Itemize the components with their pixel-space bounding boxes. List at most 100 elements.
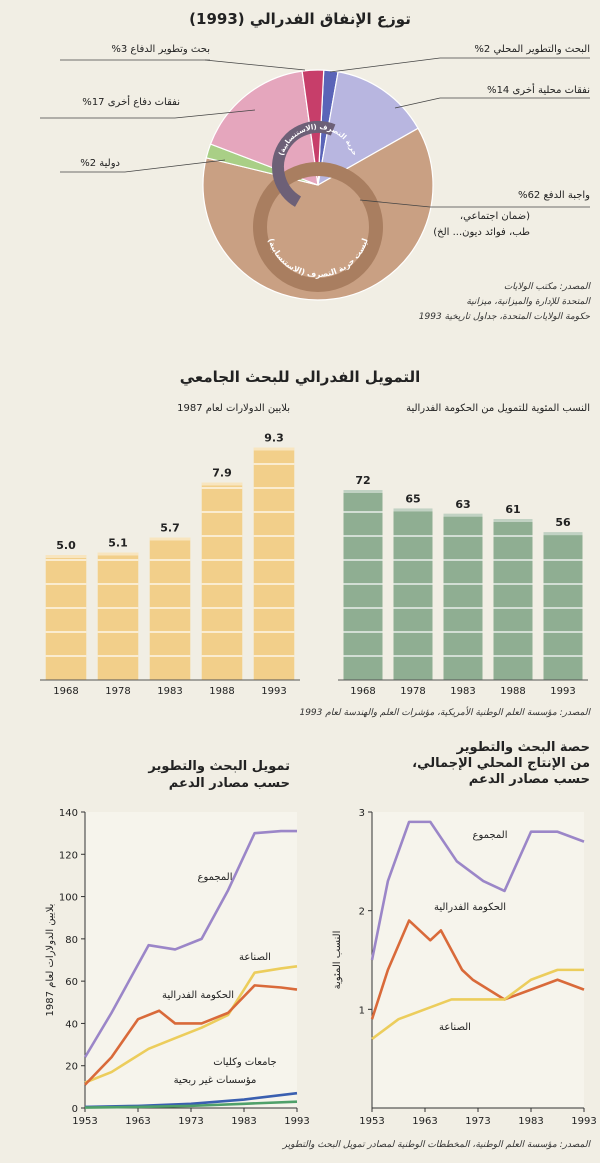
line-right-title-1: حصة البحث والتطوير bbox=[456, 740, 590, 755]
bar-1993 bbox=[253, 447, 295, 680]
pie-leader-line bbox=[394, 97, 441, 109]
series-label: الصناعة bbox=[439, 1022, 471, 1033]
bar-top-highlight bbox=[253, 447, 295, 451]
label-mandatory-note1: (ضمان اجتماعي، bbox=[459, 211, 530, 222]
y-tick-label: 40 bbox=[65, 1019, 78, 1030]
pie-leader-line bbox=[174, 109, 256, 119]
bar-chart-billions: 5.0 1968 5.1 1978 5.7 1983 7.9 1988 9.3 1993 bbox=[40, 432, 300, 697]
series-label: الحكومة الفدرالية bbox=[162, 990, 234, 1001]
bar-top-highlight bbox=[45, 555, 87, 558]
y-tick-label: 20 bbox=[65, 1062, 78, 1073]
bar-1968 bbox=[45, 555, 87, 680]
y-tick-label: 100 bbox=[59, 893, 78, 904]
x-tick-label: 1963 bbox=[125, 1116, 150, 1127]
line-right-title-3: حسب مصادر الدعم bbox=[468, 772, 590, 787]
series-label: الحكومة الفدرالية bbox=[434, 902, 506, 913]
bar-1978 bbox=[393, 508, 433, 680]
bar-category-label: 1983 bbox=[450, 686, 475, 697]
bar-category-label: 1978 bbox=[105, 686, 130, 697]
y-tick-label: 3 bbox=[359, 808, 365, 819]
y-tick-label: 2 bbox=[359, 907, 365, 918]
series-label: المجموع bbox=[473, 830, 508, 841]
label-defense-rd: بحث وتطوير الدفاع 3% bbox=[111, 44, 210, 55]
bar-value-label: 5.1 bbox=[108, 537, 128, 550]
pie-leader-line bbox=[329, 57, 441, 73]
series-line-1 bbox=[84, 965, 298, 1084]
pie-source-line1: المصدر: مكتب الولايات bbox=[503, 282, 590, 292]
y-tick-label: 140 bbox=[59, 808, 78, 819]
y-tick-label: 0 bbox=[72, 1104, 78, 1115]
pie-chart: ليست حرية التصرف (الاستنسابية)حرية التصر… bbox=[40, 57, 590, 301]
plot-area bbox=[372, 812, 584, 1108]
pie-leader-line bbox=[359, 199, 431, 208]
series-line-0 bbox=[83, 829, 297, 1058]
label-international: دولية 2% bbox=[80, 158, 120, 169]
label-other-domestic: نفقات محلية أخرى 14% bbox=[487, 85, 590, 96]
bar-category-label: 1993 bbox=[261, 686, 286, 697]
line-chart-funding: 1953 1963 1973 1983 1993 0 20 40 60 80 100 120 140 ال… bbox=[45, 808, 310, 1127]
pie-slice-other-domestic bbox=[317, 71, 419, 187]
series-label: جامعات وكليات bbox=[213, 1057, 276, 1068]
label-mandatory-note2: طب، فوائد ديون... الخ) bbox=[433, 227, 530, 238]
bar-top-highlight bbox=[493, 519, 533, 523]
bar-value-label: 56 bbox=[555, 516, 571, 529]
plot-area bbox=[85, 812, 297, 1108]
y-tick-label: 80 bbox=[65, 935, 78, 946]
pie-source-line3: حكومة الولايات المتحدة، جداول تاريخية 19… bbox=[418, 312, 590, 322]
bar-top-highlight bbox=[149, 537, 191, 541]
bar-category-label: 1988 bbox=[500, 686, 525, 697]
series-line-0 bbox=[370, 820, 585, 961]
x-tick-label: 1983 bbox=[231, 1116, 256, 1127]
bar-1983 bbox=[443, 513, 483, 680]
bar-1978 bbox=[97, 552, 139, 680]
bar-value-label: 9.3 bbox=[264, 432, 284, 445]
bars-source: المصدر: مؤسسة العلم الوطنية الأمريكية، م… bbox=[299, 708, 590, 718]
pie-slice-other-defense bbox=[209, 70, 319, 186]
pie-leader-line bbox=[124, 159, 226, 173]
series-label: الصناعة bbox=[239, 952, 271, 963]
label-other-defense: نفقات دفاع أخرى 17% bbox=[82, 97, 180, 108]
y-axis-label: النسب المئوية bbox=[332, 931, 343, 990]
x-tick-label: 1983 bbox=[518, 1116, 543, 1127]
bar-value-label: 61 bbox=[505, 503, 520, 516]
bars-title: التمويل الفدرالي للبحث الجامعي bbox=[179, 368, 421, 386]
series-line-2 bbox=[84, 984, 298, 1086]
series-line-1 bbox=[370, 919, 585, 1020]
x-tick-label: 1993 bbox=[571, 1116, 596, 1127]
pie-title: توزع الإنفاق الفدرالي (1993) bbox=[189, 10, 411, 28]
line-left-title: تمويل البحث والتطوير حسب مصادر الدعم bbox=[100, 758, 290, 792]
line-chart-gdp-share: 1953 1963 1973 1983 1993 1 2 3 المجموع الحكومة ال… bbox=[332, 808, 597, 1127]
bar-top-highlight bbox=[201, 482, 243, 486]
line-left-title-2: حسب مصادر الدعم bbox=[168, 776, 290, 791]
bar-1993 bbox=[543, 532, 583, 680]
x-tick-label: 1953 bbox=[72, 1116, 97, 1127]
x-tick-label: 1953 bbox=[359, 1116, 384, 1127]
series-line-4 bbox=[84, 1100, 298, 1109]
series-label: المجموع bbox=[198, 872, 233, 883]
bar-1968 bbox=[343, 490, 383, 680]
bar-top-highlight bbox=[97, 552, 139, 556]
bar-top-highlight bbox=[443, 513, 483, 517]
bar-top-highlight bbox=[343, 490, 383, 493]
x-tick-label: 1973 bbox=[178, 1116, 203, 1127]
bar-1988 bbox=[201, 482, 243, 680]
bar-value-label: 5.0 bbox=[56, 539, 76, 552]
bar-value-label: 65 bbox=[405, 492, 420, 505]
line-right-title: حصة البحث والتطوير من الإنتاج المحلي الإ… bbox=[380, 740, 590, 788]
bar-value-label: 63 bbox=[455, 498, 470, 511]
bar-value-label: 72 bbox=[355, 474, 370, 487]
bar-top-highlight bbox=[393, 508, 433, 512]
x-tick-label: 1993 bbox=[284, 1116, 309, 1127]
pie-ring-discretionary bbox=[272, 121, 364, 213]
y-tick-label: 1 bbox=[359, 1005, 365, 1016]
y-axis-label: بلايين الدولارات لعام 1987 bbox=[45, 904, 56, 1017]
line-right-title-2: من الإنتاج المحلي الإجمالي، bbox=[412, 756, 590, 771]
pie-ring-nondiscretionary bbox=[253, 162, 383, 292]
pie-source-line2: المتحدة للإدارة والميزانية، ميزانية bbox=[466, 297, 590, 307]
label-mandatory: واجبة الدفع 62% bbox=[518, 190, 590, 201]
bar-category-label: 1983 bbox=[157, 686, 182, 697]
bars-right-subtitle: النسب المئوية للتمويل من الحكومة الفدرال… bbox=[406, 403, 590, 414]
bar-value-label: 5.7 bbox=[160, 522, 180, 535]
pie-leader-line bbox=[204, 59, 306, 71]
series-line-2 bbox=[371, 968, 584, 1040]
